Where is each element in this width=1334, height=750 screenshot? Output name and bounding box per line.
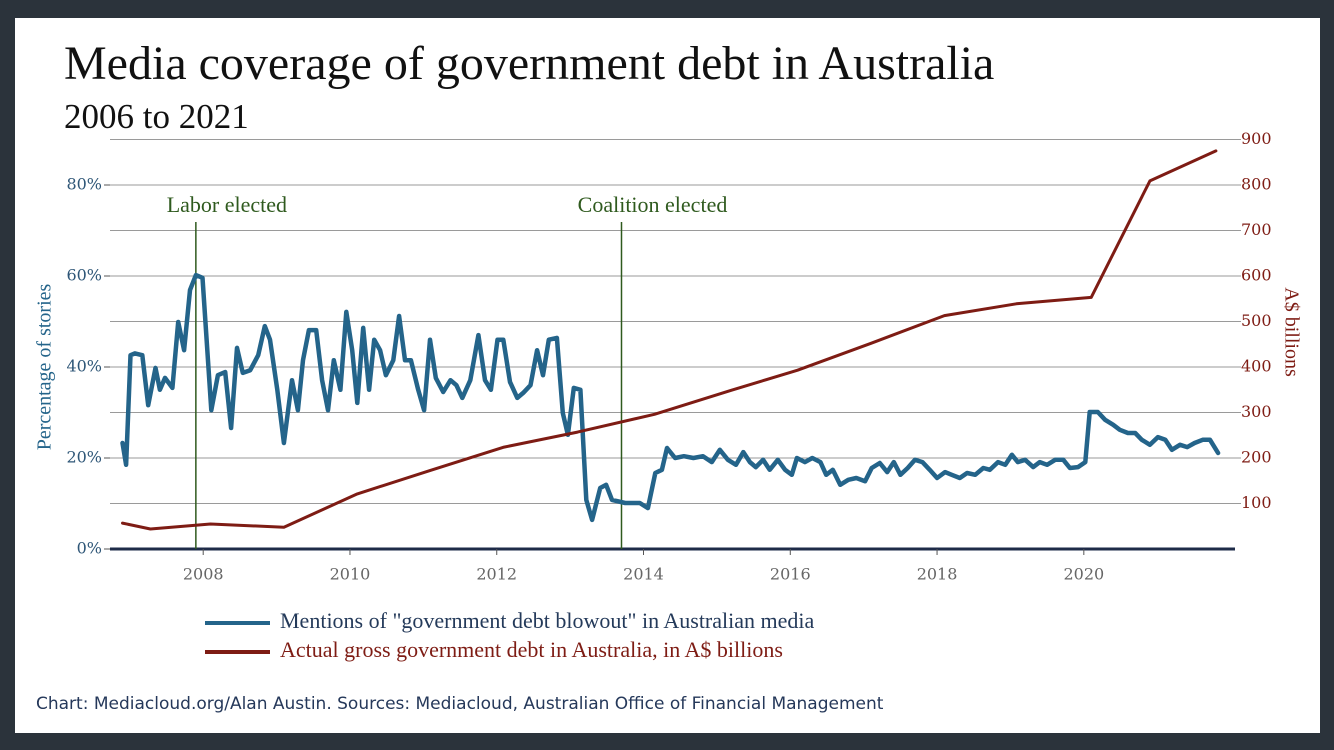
y-tick-label: 80% [66, 175, 102, 194]
y-tick-label: 60% [66, 266, 102, 285]
x-tick-label: 2012 [476, 565, 517, 584]
y2-tick-label: 900 [1241, 129, 1272, 148]
y2-tick-label: 300 [1241, 402, 1272, 421]
series-line [120, 272, 1221, 523]
chart-title: Media coverage of government debt in Aus… [64, 37, 994, 90]
y2-tick-label: 800 [1241, 175, 1272, 194]
y-tick-label: 40% [66, 357, 102, 376]
source-note: Chart: Mediacloud.org/Alan Austin. Sourc… [36, 694, 884, 714]
x-tick-label: 2014 [623, 565, 664, 584]
y2-tick-label: 200 [1241, 448, 1272, 467]
y-tick-label: 20% [66, 448, 102, 467]
series-line [121, 149, 1218, 531]
legend-label: Mentions of "government debt blowout" in… [280, 608, 814, 633]
y2-tick-label: 600 [1241, 266, 1272, 285]
y2-tick-label: 500 [1241, 311, 1272, 330]
legend-label: Actual gross government debt in Australi… [280, 637, 783, 662]
x-tick-label: 2008 [183, 565, 224, 584]
y2-tick-label: 400 [1241, 357, 1272, 376]
chart-background [15, 18, 1320, 733]
chart-subtitle: 2006 to 2021 [64, 97, 249, 136]
x-tick-label: 2018 [917, 565, 958, 584]
y-axis-label: Percentage of stories [34, 283, 56, 450]
y2-tick-label: 100 [1241, 493, 1272, 512]
y-tick-label: 0% [77, 539, 102, 558]
event-label: Labor elected [167, 192, 287, 217]
x-tick-label: 2016 [770, 565, 811, 584]
x-tick-label: 2020 [1063, 565, 1104, 584]
event-label: Coalition elected [578, 192, 728, 217]
y2-tick-label: 700 [1241, 220, 1272, 239]
y2-axis-label: A$ billions [1280, 287, 1302, 377]
x-tick-label: 2010 [330, 565, 371, 584]
